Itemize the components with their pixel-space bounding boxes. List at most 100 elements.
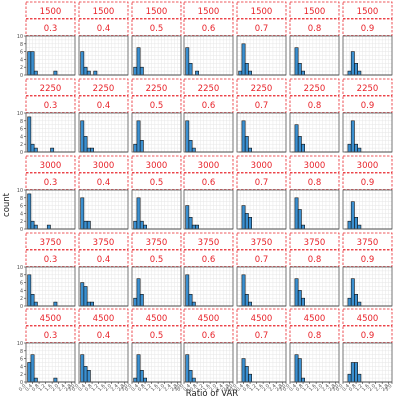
facet-strip-row-label: 3750 <box>93 238 115 248</box>
histogram-bar <box>294 47 299 76</box>
y-tick-label: 10 <box>17 188 23 194</box>
y-tick-label: 0 <box>20 150 23 156</box>
facet-strip-row-label: 2250 <box>146 84 168 94</box>
panel-frame <box>289 112 340 153</box>
histogram-bar <box>50 147 55 153</box>
histogram-bar <box>244 293 249 307</box>
facet-strip-row-box <box>78 78 129 96</box>
x-tick-label: 1.6 <box>202 383 212 393</box>
x-tick-label: 2.8 <box>170 383 180 393</box>
facet-strip-row-label: 4500 <box>198 314 220 324</box>
facet-strip-row-label: 2250 <box>357 84 379 94</box>
histogram-bar <box>139 293 144 307</box>
facet-strip-col-box <box>78 172 129 190</box>
facet-strip-row-label: 3750 <box>304 238 326 248</box>
histogram-bar <box>86 220 91 230</box>
facet-strip-row-box <box>342 78 393 96</box>
facet-strip-col-box <box>183 325 234 343</box>
x-tick-label: 2.8 <box>381 383 391 393</box>
facet-strip-col-box <box>183 249 234 267</box>
facet-strip-row-box <box>78 308 129 326</box>
facet-panel <box>236 112 287 153</box>
histogram-bar <box>136 120 141 153</box>
facet-panel <box>236 35 287 76</box>
histogram-bar <box>248 147 253 153</box>
histogram-bar <box>191 224 196 230</box>
facet-strip-row-label: 2250 <box>304 84 326 94</box>
facet-strip-row-label: 3000 <box>357 161 379 171</box>
facet-strip-col-box <box>78 325 129 343</box>
histogram-bar <box>238 70 243 76</box>
facet-strip-col-label: 0.9 <box>361 101 375 111</box>
facet-strip-col-label: 0.7 <box>255 24 269 34</box>
panel-frame <box>78 342 129 383</box>
histogram-bar <box>80 51 85 76</box>
histogram-bar <box>46 224 51 230</box>
panel-frame <box>131 35 182 76</box>
x-tick-label: 0.8 <box>348 383 358 393</box>
x-tick-label: 0.8 <box>242 383 252 393</box>
facet-strip-row-label: 4500 <box>251 314 273 324</box>
histogram-bar <box>93 70 98 76</box>
facet-strip-row-label: 1500 <box>198 7 220 17</box>
facet-strip-col-box <box>25 95 76 113</box>
facet-strip-col-label: 0.5 <box>150 178 164 188</box>
facet-strip-col-label: 0.4 <box>97 178 111 188</box>
y-tick-label: 4 <box>20 57 23 63</box>
y-tick-label: 2 <box>20 65 23 71</box>
facet-strip-col-box <box>342 18 393 36</box>
panel-frame <box>236 342 287 383</box>
histogram-bar <box>244 213 249 230</box>
x-tick-label: 3.0 <box>384 383 394 393</box>
y-tick-label: 6 <box>20 204 23 210</box>
x-tick-label: 2.0 <box>261 383 271 393</box>
histogram-bar <box>139 66 144 76</box>
histogram-bar <box>297 62 302 76</box>
histogram-bar <box>347 373 352 383</box>
histogram-bar <box>350 201 355 230</box>
facet-strip-col-box <box>183 95 234 113</box>
facet-panel <box>289 35 340 76</box>
histogram-bar <box>143 224 148 230</box>
panel-frame <box>289 342 340 383</box>
histogram-bar <box>30 354 35 383</box>
facet-strip-col-label: 0.8 <box>308 101 322 111</box>
x-tick-label: 1.2 <box>354 383 364 393</box>
x-tick-label: 0.8 <box>137 383 147 393</box>
histogram-bar <box>185 205 190 230</box>
facet-panel <box>78 189 129 230</box>
x-tick-label: 1.2 <box>90 383 100 393</box>
y-tick-label: 2 <box>20 296 23 302</box>
facet-strip-row-label: 3750 <box>357 238 379 248</box>
facet-strip-col-label: 0.6 <box>202 24 216 34</box>
histogram-bar <box>297 209 302 230</box>
panel-frame <box>289 189 340 230</box>
histogram-bar <box>248 70 253 76</box>
histogram-bar <box>90 147 95 153</box>
histogram-bar <box>301 224 305 230</box>
histogram-bar <box>357 70 362 76</box>
histogram-bar <box>136 47 141 76</box>
facet-strip-col-label: 0.6 <box>202 255 216 265</box>
x-tick-label: 1.2 <box>195 383 205 393</box>
histogram-bar <box>33 147 38 153</box>
facet-strip-row-box <box>25 232 76 250</box>
histogram-bar <box>139 369 144 383</box>
facet-strip-col-label: 0.5 <box>150 331 164 341</box>
histogram-bar <box>294 354 299 383</box>
histogram-bar <box>301 377 305 383</box>
facet-strip-col-label: 0.8 <box>308 331 322 341</box>
histogram-bar <box>241 274 246 307</box>
histogram-bar <box>133 377 138 383</box>
histogram-bar <box>244 136 249 153</box>
facet-strip-col-box <box>289 95 340 113</box>
x-tick-label: 1.6 <box>255 383 265 393</box>
histogram-bar <box>83 366 88 383</box>
histogram-bar <box>133 143 138 153</box>
histogram-bar <box>53 377 58 383</box>
facet-strip-row-box <box>289 155 340 173</box>
histogram-bar <box>241 205 246 230</box>
y-axis-title: count <box>2 192 12 217</box>
facet-panel <box>289 266 340 307</box>
histogram-bar <box>195 70 200 76</box>
